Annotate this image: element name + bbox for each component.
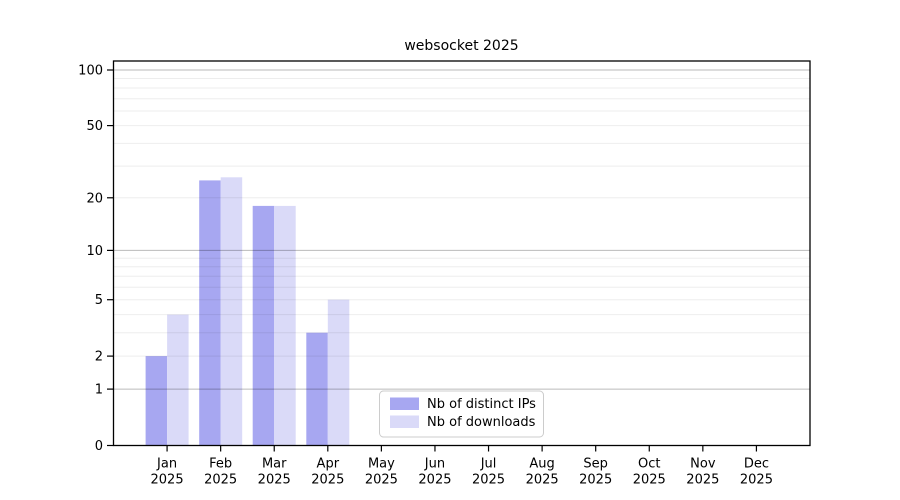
x-tick-label-year: 2025	[472, 473, 505, 488]
x-tick-label-month: May	[368, 457, 395, 472]
chart-title: websocket 2025	[404, 38, 518, 54]
bar-apr-downloads	[327, 299, 350, 446]
x-tick-label-year: 2025	[633, 473, 666, 488]
x-tick-label-year: 2025	[204, 473, 237, 488]
legend-swatch-downloads	[390, 415, 419, 428]
x-tick-label-month: Feb	[209, 457, 232, 472]
y-tick-label: 5	[95, 293, 103, 308]
x-tick-label-year: 2025	[151, 473, 184, 488]
y-tick-label: 10	[86, 244, 103, 259]
y-tick-label: 2	[95, 350, 103, 365]
legend-label-distinct-ips: Nb of distinct IPs	[427, 397, 536, 412]
legend: Nb of distinct IPs Nb of downloads	[379, 390, 544, 438]
x-tick-label-year: 2025	[311, 473, 344, 488]
bar-jan-distinct-ips	[145, 356, 168, 446]
y-tick-label: 20	[86, 191, 103, 206]
x-tick-label-month: Mar	[262, 457, 287, 472]
grid-layer	[113, 69, 810, 390]
x-tick-label-month: Oct	[638, 457, 660, 472]
x-tick-label-year: 2025	[579, 473, 612, 488]
x-tick-label-year: 2025	[258, 473, 291, 488]
x-tick-label-year: 2025	[365, 473, 398, 488]
x-tick-label-month: Nov	[690, 457, 716, 472]
y-tick-label: 100	[78, 64, 103, 79]
bar-jan-downloads	[167, 314, 189, 446]
x-tick-label-month: Dec	[744, 457, 769, 472]
bar-apr-distinct-ips	[306, 332, 328, 446]
x-tick-label-year: 2025	[418, 473, 451, 488]
bar-mar-distinct-ips	[252, 205, 275, 446]
y-tick-label: 50	[86, 119, 103, 134]
y-tick-label: 0	[95, 439, 103, 454]
bar-feb-distinct-ips	[199, 180, 221, 446]
x-tick-label-month: Jan	[156, 457, 177, 472]
legend-swatch-distinct-ips	[390, 397, 419, 410]
ticks-layer: 0125102050100Jan2025Feb2025Mar2025Apr202…	[78, 64, 773, 488]
bars-layer	[145, 177, 350, 446]
legend-box	[379, 390, 544, 438]
plot-border	[112, 60, 811, 447]
x-tick-label-month: Aug	[529, 457, 554, 472]
y-tick-label: 1	[95, 383, 103, 398]
bar-feb-downloads	[220, 177, 243, 446]
x-tick-label-year: 2025	[740, 473, 773, 488]
x-tick-label-month: Jul	[480, 457, 497, 472]
x-tick-label-month: Sep	[583, 457, 608, 472]
x-tick-label-year: 2025	[526, 473, 559, 488]
bar-mar-downloads	[274, 205, 296, 446]
legend-label-downloads: Nb of downloads	[427, 415, 536, 430]
x-tick-label-month: Apr	[317, 457, 340, 472]
x-tick-label-year: 2025	[686, 473, 719, 488]
x-tick-label-month: Jun	[424, 457, 445, 472]
